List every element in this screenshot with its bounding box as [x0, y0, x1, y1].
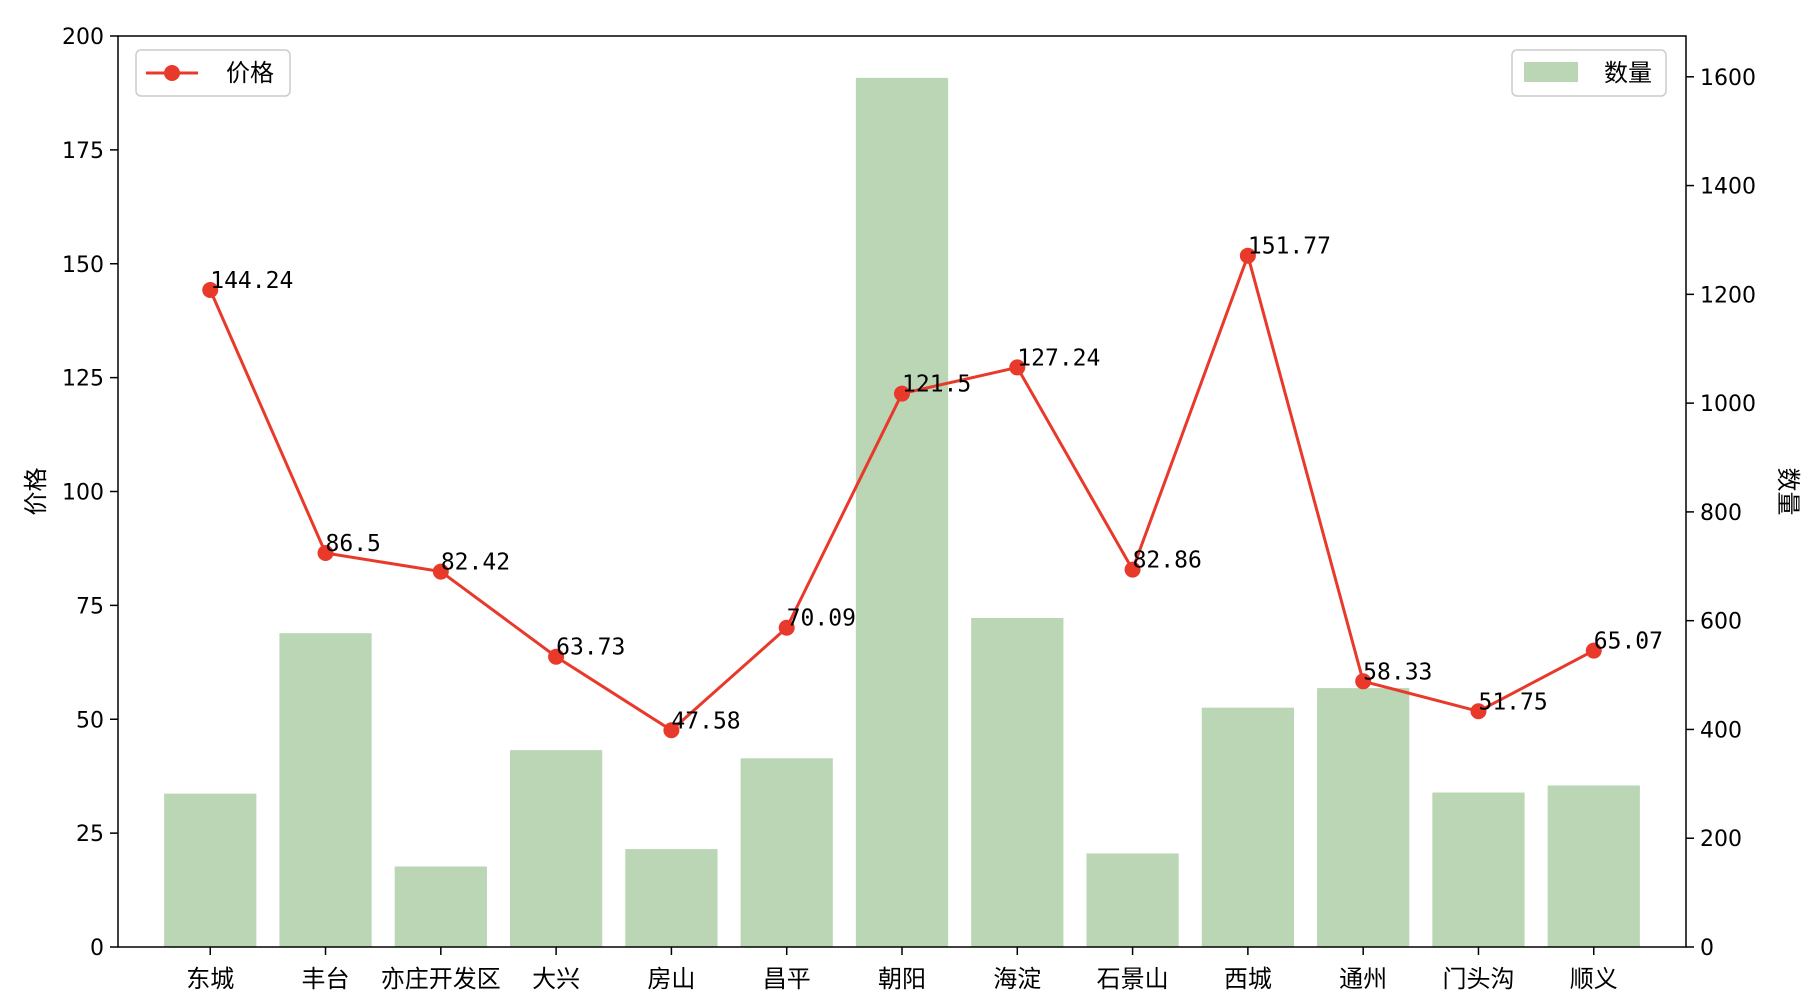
data-label-11: 51.75 — [1478, 689, 1547, 715]
right-tick-label-6: 1200 — [1700, 283, 1756, 308]
legend-price-marker — [164, 65, 180, 81]
legend-quantity-box — [1511, 49, 1667, 97]
bar-5 — [740, 758, 833, 947]
x-tick-label-11: 门头沟 — [1442, 965, 1514, 993]
left-tick-label-1: 25 — [76, 822, 104, 847]
bar-3 — [510, 750, 603, 947]
line-point-6 — [894, 385, 910, 402]
data-label-10: 58.33 — [1363, 659, 1432, 685]
data-label-8: 82.86 — [1133, 548, 1202, 574]
x-tick-label-8: 石景山 — [1097, 965, 1169, 993]
axes-layer: 0 25 50 75 100 125 150 175 200 0 200 400 600 800 1000 1… — [22, 25, 1802, 993]
legend-quantity-swatch — [1524, 62, 1578, 82]
x-tick-label-7: 海淀 — [993, 965, 1041, 993]
left-tick-label-5: 125 — [62, 367, 104, 392]
line-point-8 — [1124, 561, 1141, 578]
left-tick-label-4: 100 — [62, 481, 104, 506]
x-tick-label-1: 丰台 — [302, 965, 350, 993]
right-tick-label-8: 1600 — [1700, 66, 1756, 91]
x-tick-label-6: 朝阳 — [878, 965, 926, 993]
line-point-12 — [1585, 642, 1602, 659]
x-tick-label-5: 昌平 — [763, 965, 811, 993]
left-tick-label-8: 200 — [62, 25, 104, 50]
x-tick-label-0: 东城 — [186, 965, 234, 993]
bar-12 — [1547, 785, 1640, 947]
line-point-5 — [778, 619, 795, 636]
right-tick-label-5: 1000 — [1700, 392, 1756, 417]
data-label-4: 47.58 — [671, 708, 740, 734]
bar-7 — [971, 617, 1064, 947]
left-tick-label-2: 50 — [76, 708, 104, 733]
x-tick-label-9: 西城 — [1224, 965, 1272, 993]
legend-quantity: 数量 — [1511, 49, 1667, 97]
x-tick-label-12: 顺义 — [1570, 965, 1618, 993]
data-label-2: 82.42 — [441, 550, 510, 576]
legend-layer: 价格 数量 — [135, 49, 1667, 97]
x-tick-label-10: 通州 — [1339, 965, 1387, 993]
left-tick-label-0: 0 — [90, 936, 104, 961]
line-point-7 — [1009, 359, 1026, 376]
left-axis-title: 价格 — [22, 468, 50, 516]
legend-price-box — [135, 49, 291, 97]
right-tick-label-7: 1400 — [1700, 175, 1756, 200]
data-labels-layer: 144.24 86.5 82.42 63.73 47.58 70.09 121.5 127.2… — [210, 234, 1663, 735]
legend-price-label: 价格 — [226, 59, 274, 87]
data-label-6: 121.5 — [902, 372, 971, 398]
line-series-layer — [202, 247, 1602, 739]
bar-2 — [394, 866, 487, 947]
bar-8 — [1086, 853, 1179, 947]
bar-6 — [855, 77, 949, 948]
left-tick-label-6: 150 — [62, 253, 104, 278]
line-point-2 — [432, 563, 449, 580]
line-point-9 — [1239, 247, 1256, 264]
left-tick-label-7: 175 — [62, 139, 104, 164]
bar-4 — [625, 849, 718, 947]
data-label-12: 65.07 — [1594, 629, 1663, 655]
left-tick-label-3: 75 — [76, 594, 104, 619]
right-tick-label-1: 200 — [1700, 827, 1742, 852]
bar-9 — [1201, 707, 1294, 947]
data-label-9: 151.77 — [1248, 234, 1331, 260]
line-point-0 — [202, 281, 219, 298]
line-point-3 — [548, 648, 565, 665]
line-point-10 — [1355, 673, 1372, 690]
bar-series-layer — [164, 77, 1640, 948]
line-point-1 — [317, 544, 334, 561]
x-tick-label-3: 大兴 — [532, 965, 580, 993]
bar-0 — [164, 793, 257, 947]
data-label-7: 127.24 — [1017, 345, 1100, 371]
x-tick-label-4: 房山 — [647, 965, 695, 993]
right-tick-label-0: 0 — [1700, 936, 1714, 961]
data-label-1: 86.5 — [326, 531, 381, 557]
right-tick-label-2: 400 — [1700, 718, 1742, 743]
data-label-3: 63.73 — [556, 635, 625, 661]
data-label-0: 144.24 — [210, 268, 293, 294]
x-tick-label-2: 亦庄开发区 — [381, 965, 501, 993]
right-tick-label-4: 800 — [1700, 501, 1742, 526]
bar-11 — [1432, 792, 1525, 947]
line-point-4 — [663, 722, 680, 739]
data-label-5: 70.09 — [787, 606, 856, 632]
bar-10 — [1317, 688, 1410, 947]
legend-quantity-label: 数量 — [1604, 59, 1652, 87]
line-point-11 — [1470, 703, 1487, 720]
right-tick-label-3: 600 — [1700, 610, 1742, 635]
bar-1 — [279, 633, 372, 947]
right-axis-title: 数量 — [1774, 468, 1802, 516]
legend-price: 价格 — [135, 49, 291, 97]
